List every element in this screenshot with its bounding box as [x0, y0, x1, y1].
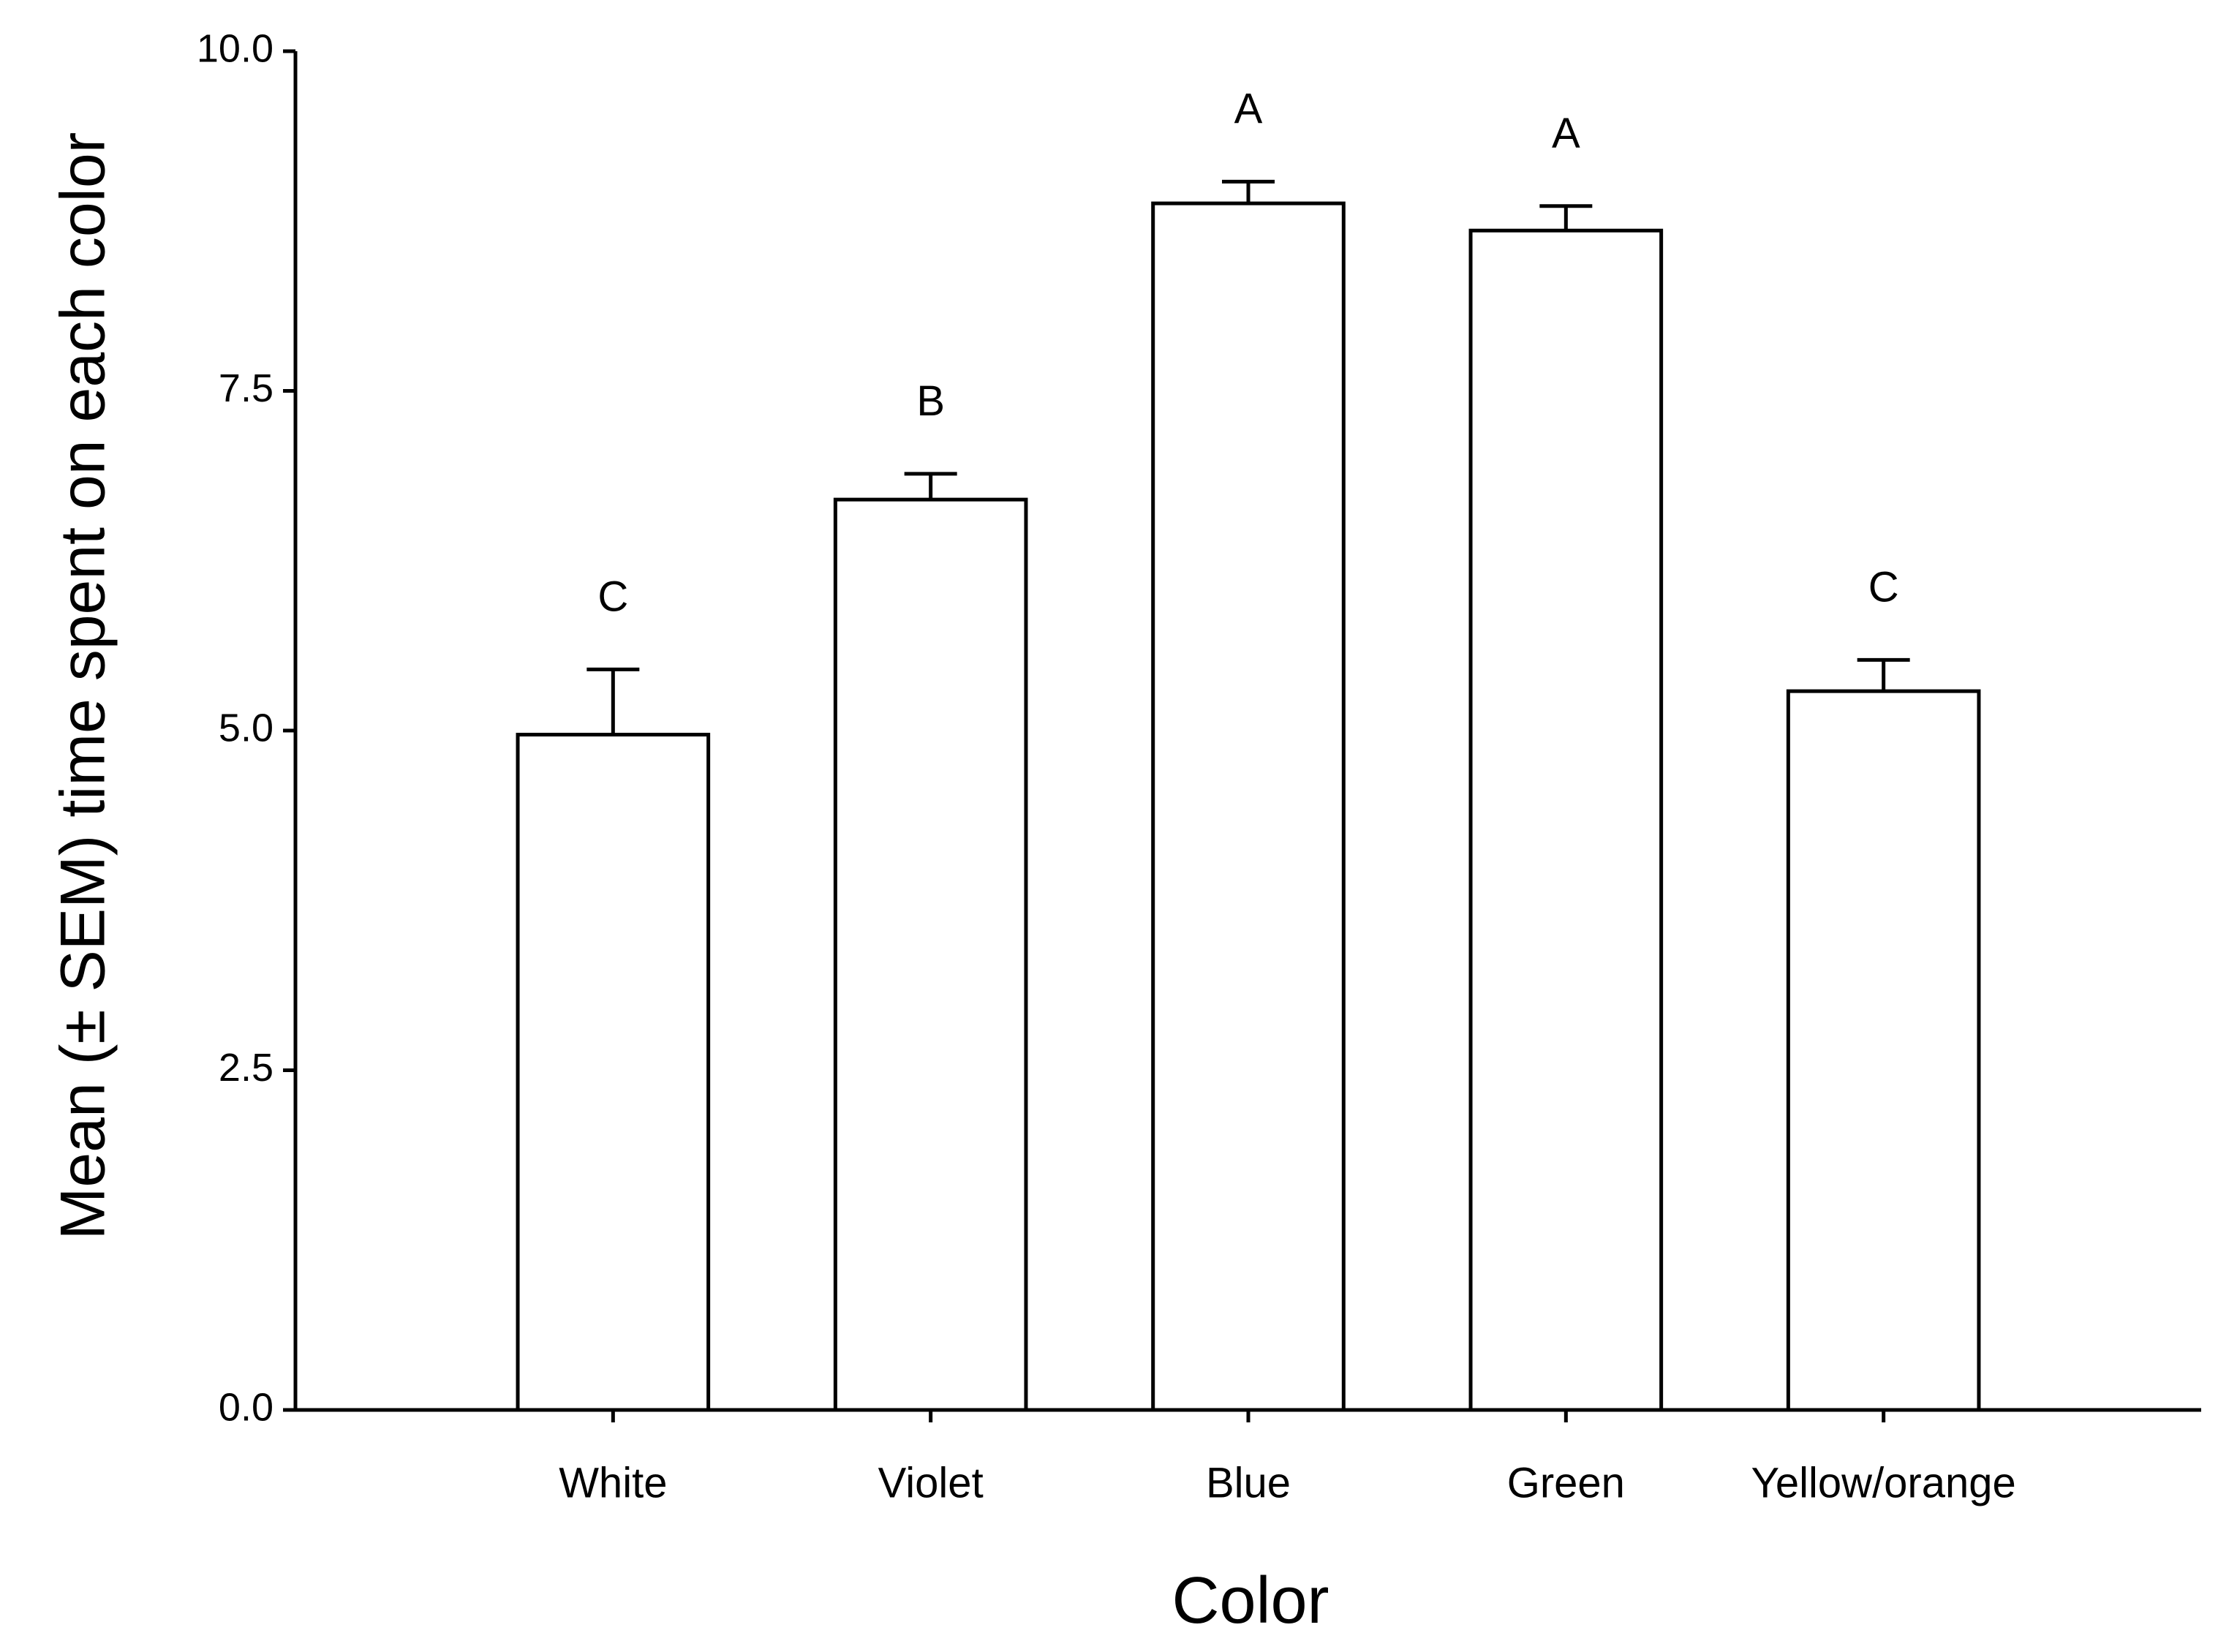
- y-tick-label: 5.0: [219, 706, 274, 750]
- significance-letter: C: [1868, 564, 1899, 611]
- y-tick-label: 7.5: [219, 366, 274, 410]
- x-tick-label: Violet: [878, 1459, 984, 1506]
- significance-letter: C: [597, 573, 628, 621]
- y-tick-label: 2.5: [219, 1046, 274, 1090]
- x-tick-label: White: [559, 1459, 667, 1506]
- x-axis-title: Color: [1172, 1564, 1329, 1637]
- bar: [1468, 228, 1664, 1412]
- x-tick-label: Blue: [1206, 1459, 1291, 1506]
- bar: [1151, 201, 1346, 1412]
- bar: [833, 497, 1028, 1412]
- x-tick-label: Yellow/orange: [1751, 1459, 2016, 1506]
- x-tick-label: Green: [1507, 1459, 1625, 1506]
- bar: [1786, 689, 1981, 1412]
- y-tick-label: 0.0: [219, 1385, 274, 1429]
- bar: [516, 733, 711, 1412]
- significance-letter: B: [916, 377, 945, 425]
- y-tick-label: 10.0: [197, 26, 274, 70]
- significance-letter: A: [1234, 86, 1263, 133]
- significance-letter: A: [1552, 110, 1580, 157]
- y-axis-title: Mean (± SEM) time spent on each color: [48, 132, 118, 1240]
